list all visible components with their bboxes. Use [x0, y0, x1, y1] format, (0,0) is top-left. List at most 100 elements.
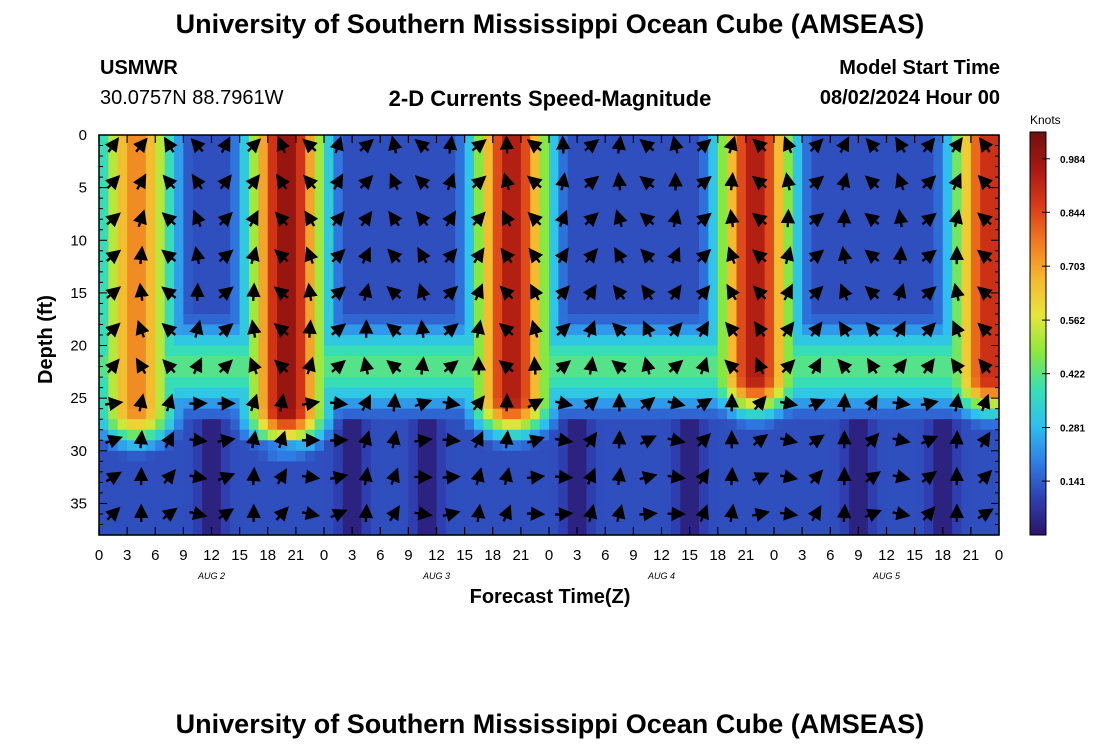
- heatmap-cell: [961, 419, 972, 431]
- heatmap-cell: [642, 261, 653, 273]
- heatmap-cell: [520, 471, 531, 483]
- heatmap-cell: [820, 240, 831, 252]
- heatmap-cell: [558, 271, 569, 283]
- heatmap-cell: [633, 429, 644, 441]
- heatmap-cell: [689, 292, 700, 305]
- heatmap-cell: [127, 440, 138, 452]
- heatmap-cell: [558, 292, 569, 305]
- current-vector-arrow: [892, 506, 911, 521]
- heatmap-cell: [464, 240, 475, 252]
- heatmap-cell: [99, 271, 109, 283]
- heatmap-cell: [830, 219, 841, 231]
- heatmap-cell: [427, 145, 438, 157]
- heatmap-cell: [342, 271, 353, 283]
- heatmap-cell: [99, 461, 109, 473]
- heatmap-cell: [680, 313, 691, 326]
- heatmap-cell: [239, 208, 250, 220]
- heatmap-cell: [942, 166, 953, 178]
- current-vector-arrow: [921, 249, 937, 265]
- heatmap-cell: [314, 303, 325, 315]
- heatmap-cell: [708, 135, 719, 147]
- heatmap-cell: [820, 177, 831, 189]
- heatmap-cell: [980, 156, 991, 168]
- heatmap-cell: [436, 429, 447, 441]
- heatmap-cell: [295, 471, 306, 483]
- heatmap-cell: [839, 187, 850, 199]
- heatmap-cell: [905, 261, 916, 273]
- heatmap-cell: [342, 513, 353, 526]
- heatmap-cell: [230, 240, 241, 252]
- heatmap-cell: [314, 440, 325, 452]
- heatmap-cell: [267, 398, 278, 410]
- heatmap-cell: [549, 198, 559, 210]
- heatmap-cell: [202, 345, 213, 357]
- current-vector-arrow: [470, 467, 485, 486]
- heatmap-cell: [764, 461, 775, 473]
- heatmap-cell: [792, 219, 803, 231]
- heatmap-cell: [99, 513, 109, 526]
- heatmap-cell: [455, 366, 466, 378]
- heatmap-cell: [924, 187, 934, 199]
- heatmap-cell: [145, 440, 156, 452]
- heatmap-cell: [567, 135, 578, 147]
- heatmap-cell: [886, 335, 897, 347]
- heatmap-cell: [624, 250, 634, 262]
- heatmap-cell: [624, 303, 634, 315]
- heatmap-cell: [867, 419, 878, 431]
- heatmap-cell: [727, 482, 738, 494]
- heatmap-cell: [230, 503, 241, 515]
- heatmap-cell: [220, 387, 231, 399]
- heatmap-cell: [492, 419, 503, 431]
- heatmap-cell: [811, 482, 822, 494]
- heatmap-cell: [680, 335, 691, 347]
- current-vector-arrow: [274, 249, 290, 265]
- heatmap-cell: [933, 324, 944, 336]
- current-vector-arrow: [583, 503, 598, 522]
- heatmap-cell: [174, 356, 184, 368]
- heatmap-cell: [614, 335, 625, 347]
- heatmap-cell: [595, 303, 606, 315]
- heatmap-cell: [708, 292, 719, 305]
- heatmap-cell: [830, 419, 841, 431]
- heatmap-cell: [352, 166, 363, 178]
- heatmap-cell: [464, 135, 475, 147]
- heatmap-cell: [792, 271, 803, 283]
- current-vector-arrow: [161, 212, 178, 228]
- heatmap-cell: [989, 313, 1000, 326]
- current-vector-arrow: [245, 209, 259, 227]
- heatmap-cell: [108, 492, 119, 505]
- heatmap-cell: [867, 198, 878, 210]
- heatmap-cell: [155, 387, 166, 399]
- heatmap-cell: [558, 387, 569, 399]
- heatmap-cell: [755, 240, 766, 252]
- current-vector-arrow: [667, 395, 686, 410]
- heatmap-cell: [989, 240, 1000, 252]
- heatmap-cell: [755, 492, 766, 505]
- heatmap-cell: [558, 335, 569, 347]
- heatmap-cell: [136, 156, 147, 168]
- heatmap-cell: [474, 219, 484, 231]
- heatmap-cell: [708, 261, 719, 273]
- heatmap-cell: [436, 440, 447, 452]
- heatmap-cell: [464, 366, 475, 378]
- heatmap-cell: [942, 471, 953, 483]
- heatmap-cell: [792, 450, 803, 462]
- heatmap-cell: [277, 229, 288, 241]
- heatmap-cell: [924, 419, 934, 431]
- current-vector-arrow: [780, 359, 796, 375]
- current-vector-arrow: [695, 468, 710, 485]
- heatmap-cell: [389, 408, 400, 420]
- current-vector-arrow: [611, 322, 628, 338]
- heatmap-cell: [680, 271, 691, 283]
- heatmap-cell: [858, 450, 869, 462]
- heatmap-cell: [886, 187, 897, 199]
- heatmap-cell: [108, 240, 119, 252]
- current-vector-arrow: [779, 395, 799, 410]
- heatmap-cell: [295, 313, 306, 326]
- heatmap-cell: [558, 198, 569, 210]
- heatmap-cell: [267, 229, 278, 241]
- heatmap-cell: [942, 356, 953, 368]
- current-vector-arrow: [357, 246, 371, 264]
- heatmap-cell: [286, 145, 297, 157]
- heatmap-cell: [427, 156, 438, 168]
